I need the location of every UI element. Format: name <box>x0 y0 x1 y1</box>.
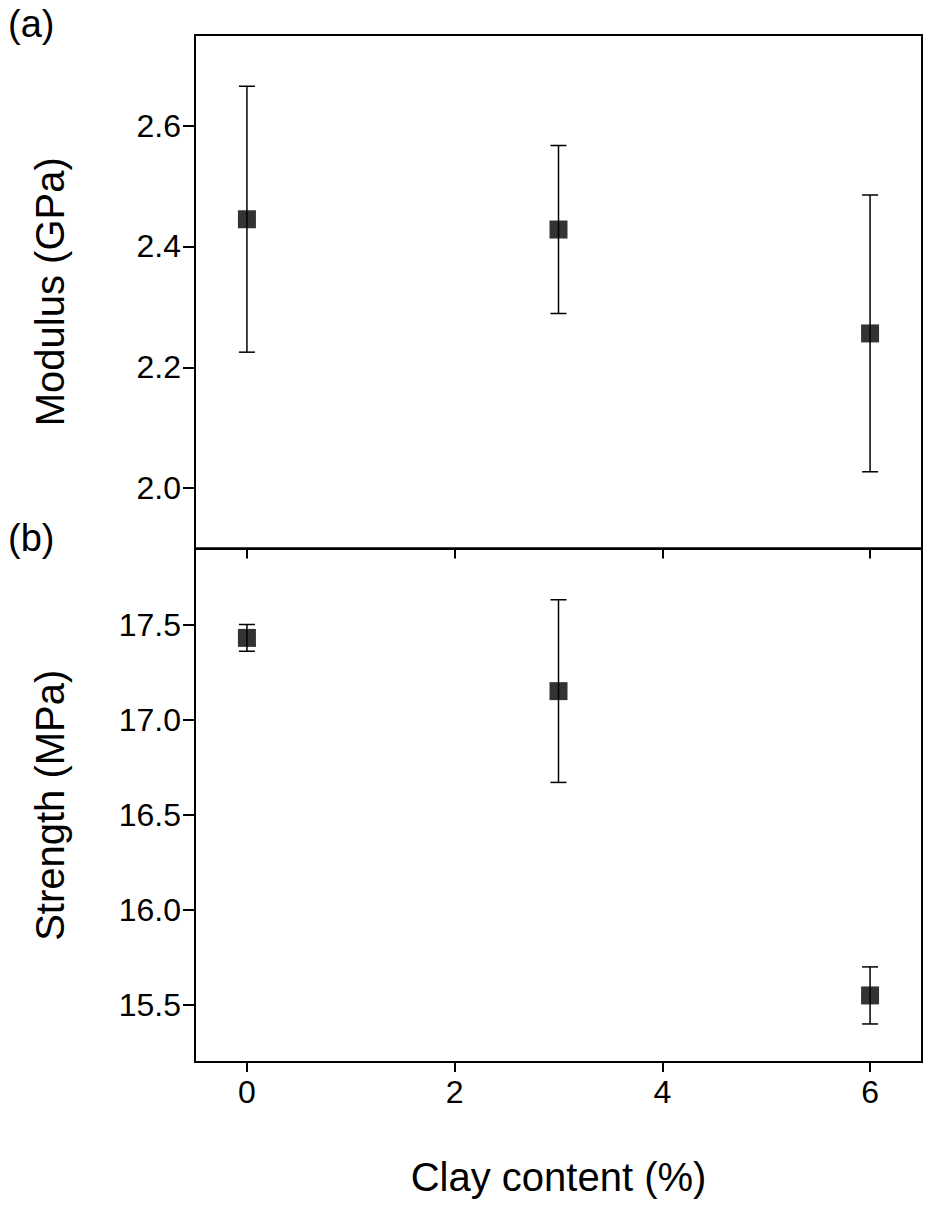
svg-text:4: 4 <box>653 1074 671 1110</box>
svg-text:17.5: 17.5 <box>119 607 181 643</box>
svg-text:2: 2 <box>446 1074 464 1110</box>
svg-text:Modulus (GPa): Modulus (GPa) <box>28 157 72 426</box>
svg-text:16.0: 16.0 <box>119 892 181 928</box>
svg-text:17.0: 17.0 <box>119 702 181 738</box>
svg-text:Strength (MPa): Strength (MPa) <box>28 670 72 941</box>
svg-text:0: 0 <box>238 1074 256 1110</box>
svg-text:Clay content (%): Clay content (%) <box>411 1155 707 1199</box>
svg-text:6: 6 <box>861 1074 879 1110</box>
svg-text:2.2: 2.2 <box>137 349 181 385</box>
svg-text:15.5: 15.5 <box>119 987 181 1023</box>
svg-text:2.4: 2.4 <box>137 228 181 264</box>
svg-text:16.5: 16.5 <box>119 797 181 833</box>
svg-text:2.6: 2.6 <box>137 108 181 144</box>
svg-text:(a): (a) <box>8 3 54 45</box>
svg-text:(b): (b) <box>8 517 54 559</box>
svg-text:2.0: 2.0 <box>137 470 181 506</box>
